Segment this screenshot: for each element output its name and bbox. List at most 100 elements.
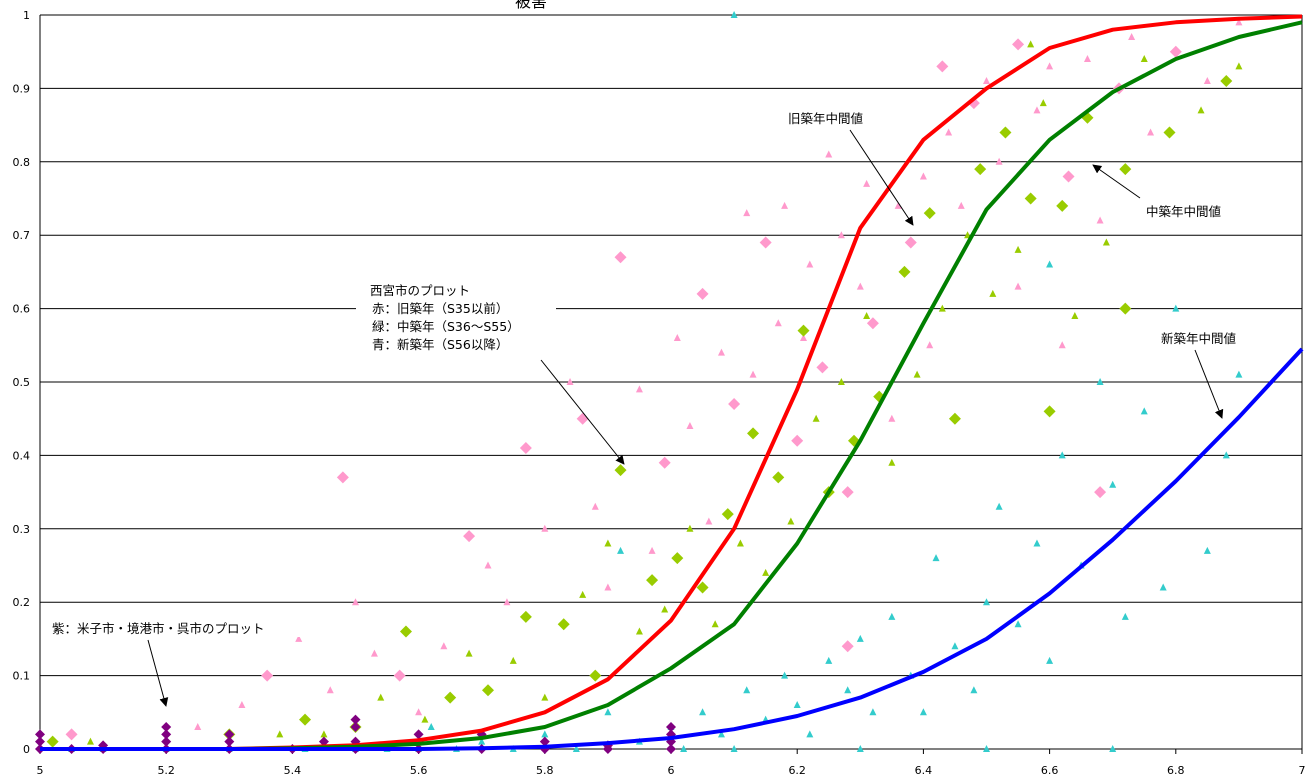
point-g0-21 xyxy=(614,251,627,264)
point-g0-42 xyxy=(841,486,854,499)
median-curves xyxy=(40,14,1304,751)
point-g1-59 xyxy=(1140,55,1148,63)
point-g2-24 xyxy=(781,671,789,679)
point-g0-31 xyxy=(743,209,751,217)
point-g0-20 xyxy=(604,583,612,591)
y-tick-label-10: 1 xyxy=(23,9,30,22)
point-g0-36 xyxy=(791,434,804,447)
point-g1-42 xyxy=(898,265,911,278)
point-g0-30 xyxy=(728,398,741,411)
point-g1-25 xyxy=(686,524,694,532)
point-g3-14 xyxy=(318,736,329,747)
point-g1-4 xyxy=(299,713,312,726)
point-g3-24 xyxy=(539,736,550,747)
point-g1-8 xyxy=(399,625,412,638)
point-g2-28 xyxy=(844,686,852,694)
point-g2-12 xyxy=(541,730,549,738)
point-g0-66 xyxy=(1169,45,1182,58)
x-tick-label-9: 6.8 xyxy=(1167,764,1185,777)
point-g1-19 xyxy=(604,539,612,547)
point-g2-26 xyxy=(806,730,814,738)
point-g1-37 xyxy=(837,378,845,385)
point-g0-61 xyxy=(1083,55,1091,63)
point-g1-34 xyxy=(797,324,810,337)
point-g0-49 xyxy=(919,172,927,180)
label-nishinomiya-red: 赤：旧築年（S35以前） xyxy=(372,301,508,316)
point-g0-57 xyxy=(1012,38,1025,51)
point-g0-5 xyxy=(326,686,334,694)
point-g1-30 xyxy=(747,427,760,440)
point-g0-15 xyxy=(519,442,532,455)
point-g1-51 xyxy=(1014,245,1022,253)
x-tick-label-1: 5.2 xyxy=(157,764,175,777)
point-g0-29 xyxy=(717,348,725,356)
point-g2-29 xyxy=(856,634,864,642)
point-g1-66 xyxy=(1119,302,1132,315)
point-g0-8 xyxy=(370,649,378,657)
point-g2-38 xyxy=(995,502,1003,510)
point-g1-46 xyxy=(948,412,961,425)
point-g0-48 xyxy=(904,236,917,249)
point-g0-6 xyxy=(336,471,349,484)
point-g0-16 xyxy=(541,524,549,532)
point-g0-24 xyxy=(658,456,671,469)
point-g1-55 xyxy=(1071,311,1079,319)
point-g2-37 xyxy=(983,598,990,606)
arrow-nishinomiya xyxy=(540,359,625,465)
point-g0-58 xyxy=(1033,106,1041,114)
label-nishinomiya-title: 西宮市のプロット xyxy=(370,283,470,298)
point-g2-53 xyxy=(1109,745,1117,752)
point-g2-50 xyxy=(1203,546,1211,554)
point-g0-22 xyxy=(635,385,643,393)
scatter-points xyxy=(35,11,1243,754)
point-g0-60 xyxy=(1062,170,1075,183)
point-g2-44 xyxy=(1096,378,1104,385)
point-g1-31 xyxy=(762,568,770,576)
point-g1-14 xyxy=(519,610,532,623)
arrow-purple-cities xyxy=(147,639,169,707)
point-g1-3 xyxy=(276,730,284,738)
point-g0-9 xyxy=(393,669,406,682)
point-g0-53 xyxy=(957,201,965,209)
point-g2-27 xyxy=(825,656,833,664)
point-g1-39 xyxy=(863,311,871,319)
arrow-mid-median xyxy=(1092,164,1141,199)
point-g0-3 xyxy=(261,669,274,682)
y-tick-label-6: 0.6 xyxy=(13,303,31,316)
point-g0-11 xyxy=(440,642,448,650)
point-g3-12 xyxy=(224,729,235,740)
point-g1-22 xyxy=(646,574,659,587)
point-g0-32 xyxy=(749,370,757,378)
point-g1-33 xyxy=(787,517,795,525)
point-g1-9 xyxy=(421,715,429,723)
point-g1-41 xyxy=(888,458,896,466)
point-g0-26 xyxy=(686,422,694,430)
point-g2-54 xyxy=(983,745,990,752)
point-g1-13 xyxy=(509,656,517,664)
point-g2-55 xyxy=(856,745,864,752)
point-g0-43 xyxy=(856,282,864,290)
point-g3-11 xyxy=(224,736,235,747)
point-g1-5 xyxy=(320,730,328,738)
point-g0-27 xyxy=(696,287,709,300)
point-g1-65 xyxy=(1027,40,1035,48)
point-g2-8 xyxy=(427,722,435,730)
point-g1-11 xyxy=(465,649,473,657)
point-g1-50 xyxy=(999,126,1012,139)
point-g0-12 xyxy=(463,530,476,543)
point-g2-35 xyxy=(951,642,959,650)
point-g3-27 xyxy=(666,744,676,754)
gridlines xyxy=(39,14,1303,750)
point-g2-36 xyxy=(970,686,978,694)
point-g1-10 xyxy=(444,691,457,704)
point-g0-65 xyxy=(1147,128,1155,136)
point-g0-72 xyxy=(841,640,854,653)
point-g0-55 xyxy=(983,77,990,85)
point-g0-28 xyxy=(705,517,713,525)
point-g2-45 xyxy=(1109,480,1117,488)
point-g2-19 xyxy=(699,708,707,716)
point-g1-61 xyxy=(1197,106,1205,114)
point-g1-32 xyxy=(772,471,785,484)
arrow-old-median xyxy=(849,129,914,226)
